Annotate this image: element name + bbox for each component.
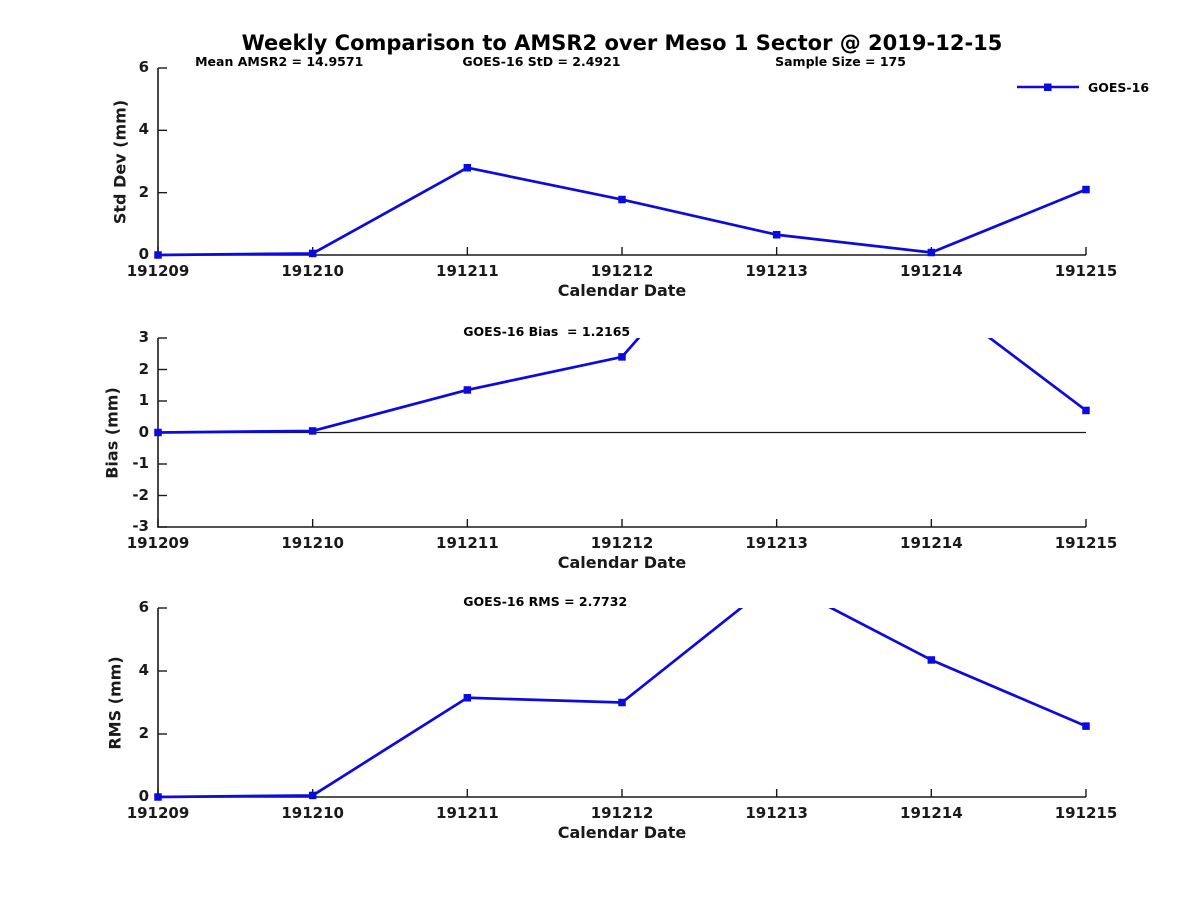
y-tick-label: 3 xyxy=(138,328,149,346)
data-point-marker xyxy=(463,386,472,394)
y-tick-label: 6 xyxy=(138,58,149,76)
data-point-marker xyxy=(308,791,317,800)
x-tick-label: 191209 xyxy=(126,534,190,552)
data-point-marker xyxy=(1082,406,1090,415)
data-point-marker xyxy=(1082,185,1090,194)
y-tick-label: -1 xyxy=(132,454,149,472)
data-point-marker xyxy=(154,428,162,437)
xlabel-calendar-date-top: Calendar Date xyxy=(557,281,687,300)
y-tick-label: 2 xyxy=(138,182,149,201)
data-line-GOES-16 xyxy=(157,338,1087,434)
x-tick-label: 191209 xyxy=(126,262,190,280)
data-point-marker xyxy=(308,249,317,258)
annotation-std-dev: Sample Size = 175 xyxy=(775,54,906,69)
x-tick-label: 191214 xyxy=(900,262,963,280)
y-tick-label: 1 xyxy=(138,391,149,409)
annotation-std-dev: GOES-16 StD = 2.4921 xyxy=(462,54,621,69)
x-tick-label: 191214 xyxy=(900,534,963,552)
y-tick-label: -3 xyxy=(132,517,149,535)
y-tick-label: 0 xyxy=(138,422,149,441)
figure-title: Weekly Comparison to AMSR2 over Meso 1 S… xyxy=(241,31,1003,55)
x-tick-label: 191210 xyxy=(281,534,344,552)
data-point-marker xyxy=(927,248,936,257)
y-tick-label: 2 xyxy=(138,724,149,742)
data-point-marker xyxy=(154,251,162,259)
data-point-marker xyxy=(463,694,472,702)
x-tick-label: 191209 xyxy=(126,804,190,822)
x-tick-label: 191212 xyxy=(590,534,654,552)
x-tick-label: 191213 xyxy=(745,804,808,822)
data-point-marker xyxy=(928,290,936,298)
data-point-marker xyxy=(154,793,162,801)
x-tick-label: 191213 xyxy=(745,534,808,552)
data-point-marker xyxy=(618,195,626,204)
x-tick-label: 191214 xyxy=(900,804,963,822)
x-tick-label: 191211 xyxy=(436,534,499,552)
xlabel-calendar-date-bottom: Calendar Date xyxy=(557,823,687,842)
data-point-marker xyxy=(308,427,317,435)
annotation-std-dev: Mean AMSR2 = 14.9571 xyxy=(195,54,364,69)
x-tick-label: 191210 xyxy=(281,262,344,280)
y-tick-label: 4 xyxy=(138,120,149,139)
y-tick-label: -2 xyxy=(132,485,149,504)
data-line-GOES-16 xyxy=(157,166,1087,257)
x-tick-label: 191215 xyxy=(1054,534,1118,552)
x-tick-label: 191211 xyxy=(436,262,499,280)
x-tick-label: 191210 xyxy=(281,804,344,822)
data-point-marker xyxy=(618,353,626,361)
data-point-marker xyxy=(773,576,781,584)
y-tick-label: 0 xyxy=(138,245,149,263)
data-point-marker xyxy=(927,656,936,664)
data-point-marker xyxy=(1082,722,1090,730)
y-tick-label: 2 xyxy=(138,359,149,378)
xlabel-calendar-date-middle: Calendar Date xyxy=(557,553,687,572)
legend-square-marker-icon xyxy=(1044,83,1052,91)
data-point-marker xyxy=(772,230,781,239)
x-tick-label: 191213 xyxy=(745,262,808,280)
data-point-marker xyxy=(463,163,472,172)
x-tick-label: 191211 xyxy=(436,804,499,822)
x-tick-label: 191212 xyxy=(590,262,654,280)
annotation-bias: GOES-16 Bias = 1.2165 xyxy=(463,324,631,339)
data-point-marker xyxy=(618,698,626,707)
x-tick-label: 191212 xyxy=(590,804,654,822)
legend-label: GOES-16 xyxy=(1088,79,1150,95)
y-tick-label: 6 xyxy=(138,598,149,616)
data-point-marker xyxy=(773,177,781,185)
legend-line-sample xyxy=(1017,83,1079,91)
data-line-GOES-16 xyxy=(157,608,1087,799)
x-tick-label: 191215 xyxy=(1054,804,1118,822)
x-tick-label: 191215 xyxy=(1054,262,1118,280)
y-tick-label: 0 xyxy=(138,787,149,805)
legend: GOES-16 xyxy=(1016,79,1149,95)
annotation-rms: GOES-16 RMS = 2.7732 xyxy=(463,594,628,609)
y-tick-label: 4 xyxy=(138,661,149,679)
